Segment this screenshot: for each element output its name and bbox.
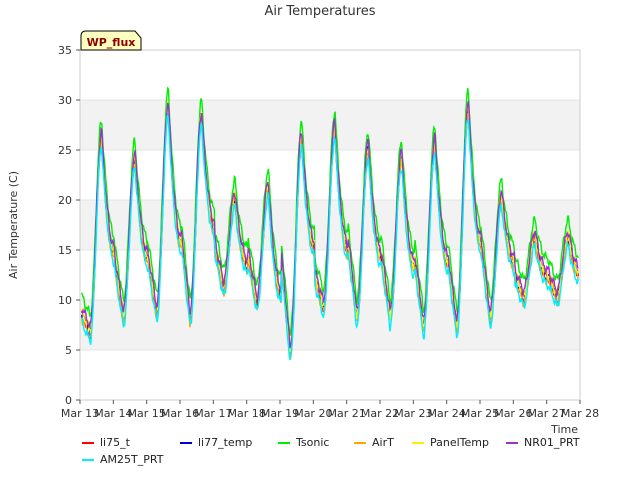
x-tick-label: Mar 28: [561, 407, 599, 420]
x-tick-label: Mar 14: [94, 407, 132, 420]
y-tick-label: 5: [65, 344, 72, 357]
x-tick-label: Mar 24: [428, 407, 466, 420]
legend-swatch: [82, 459, 94, 461]
x-tick-label: Mar 26: [494, 407, 532, 420]
legend-swatch: [180, 442, 192, 444]
x-tick-label: Mar 27: [528, 407, 566, 420]
x-tick-label: Mar 17: [194, 407, 232, 420]
x-tick-label: Mar 23: [394, 407, 432, 420]
legend-swatch: [354, 442, 366, 444]
plot-frame: [79, 49, 581, 401]
y-tick-label: 20: [58, 194, 72, 207]
grid-band: [80, 100, 580, 150]
legend-label: li77_temp: [198, 436, 253, 449]
legend-item: PanelTemp: [412, 436, 489, 450]
series-line-AM25T_PRT: [81, 112, 579, 361]
x-tick-label: Mar 13: [61, 407, 99, 420]
x-tick-label: Mar 20: [294, 407, 332, 420]
x-tick-label: Mar 15: [128, 407, 166, 420]
legend-label: li75_t: [100, 436, 130, 449]
grid-band: [80, 300, 580, 350]
legend-label: AM25T_PRT: [100, 453, 164, 466]
legend-label: NR01_PRT: [524, 436, 580, 449]
x-axis-label: Time: [550, 423, 578, 436]
y-axis-label: Air Temperature (C): [7, 171, 20, 279]
x-tick-label: Mar 21: [328, 407, 366, 420]
legend-item: li77_temp: [180, 436, 252, 450]
y-tick-label: 30: [58, 94, 72, 107]
y-tick-label: 35: [58, 44, 72, 57]
grid-band: [80, 50, 580, 100]
x-tick-label: Mar 18: [228, 407, 266, 420]
x-tick-label: Mar 19: [261, 407, 299, 420]
legend-item: Tsonic: [278, 436, 329, 450]
legend-label: Tsonic: [296, 436, 330, 449]
y-tick-label: 25: [58, 144, 72, 157]
legend-label: AirT: [372, 436, 394, 449]
wp-flux-badge: WP_flux: [80, 30, 142, 51]
legend-item: NR01_PRT: [506, 436, 580, 450]
x-tick-label: Mar 25: [461, 407, 499, 420]
legend-label: PanelTemp: [430, 436, 489, 449]
legend-swatch: [82, 442, 94, 444]
x-tick-label: Mar 22: [361, 407, 399, 420]
y-tick-label: 10: [58, 294, 72, 307]
y-tick-label: 15: [58, 244, 72, 257]
legend-swatch: [506, 442, 518, 444]
legend-item: AirT: [354, 436, 394, 450]
chart-title: Air Temperatures: [264, 4, 375, 19]
badge-label: WP_flux: [87, 36, 136, 49]
grid-band: [80, 350, 580, 400]
x-tick-label: Mar 16: [161, 407, 199, 420]
y-tick-label: 0: [65, 394, 72, 407]
legend-item: li75_t: [82, 436, 130, 450]
legend-swatch: [412, 442, 424, 444]
legend-item: AM25T_PRT: [82, 453, 163, 467]
legend-swatch: [278, 442, 290, 444]
